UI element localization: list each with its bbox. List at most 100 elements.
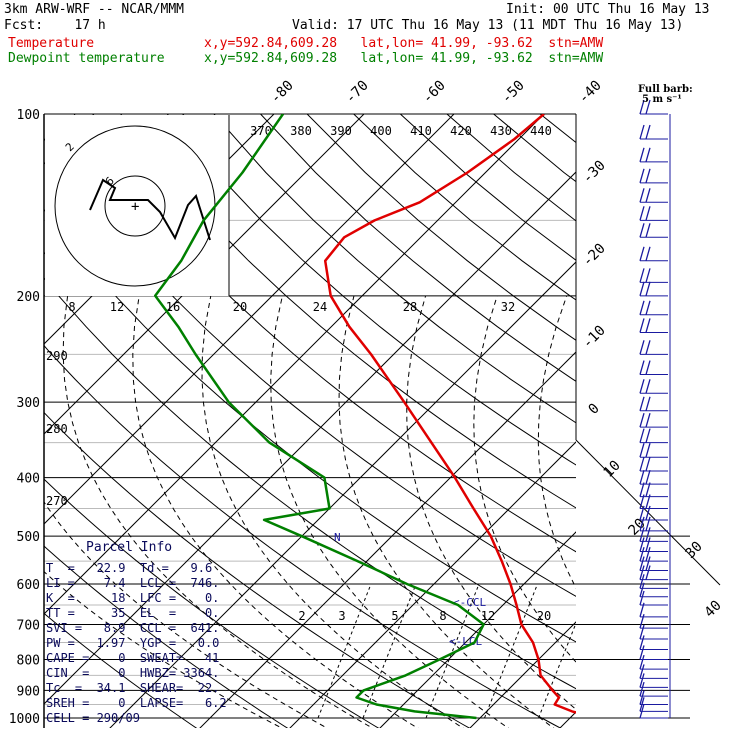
wind-barb — [639, 379, 668, 394]
dry-adiabat-line — [446, 114, 576, 222]
mixing-ratio-label: 2 — [298, 609, 305, 623]
dewpoint-curve — [153, 114, 485, 720]
wind-barb — [639, 624, 668, 640]
forecast-hour: Fcst: 17 h — [4, 18, 106, 33]
wind-barb-flag — [639, 456, 645, 472]
wind-barb — [639, 556, 668, 572]
wind-barb — [639, 527, 668, 542]
dry-adiabat-line — [44, 411, 471, 728]
dry-adiabat-label: 280 — [46, 422, 68, 436]
wind-barb-flag — [639, 124, 645, 140]
mixing-ratio-line — [538, 621, 576, 719]
wind-barb — [639, 547, 668, 562]
wind-barb — [639, 590, 668, 606]
wind-barb-flag — [639, 443, 645, 458]
theta-label: 390 — [330, 124, 352, 138]
isotherm-line — [44, 114, 545, 615]
pressure-tick-label: 900 — [17, 684, 40, 699]
wind-barb — [639, 645, 668, 660]
isotherm-label: -70 — [343, 78, 372, 107]
wind-barb-flag — [645, 527, 651, 542]
init-time: Init: 00 UTC Thu 16 May 13 — [506, 2, 710, 17]
wind-barb — [639, 613, 668, 629]
valid-time: Valid: 17 UTC Thu 16 May 13 (11 MDT Thu … — [292, 18, 684, 33]
wind-barb-flag — [639, 703, 645, 719]
wind-barb-flag — [645, 494, 651, 509]
wind-barb — [639, 602, 668, 618]
isotherm-label: -50 — [499, 78, 528, 107]
temperature-legend-info: x,y=592.84,609.28 lat,lon= 41.99, -93.62… — [204, 36, 604, 51]
mixing-ratio-line — [362, 583, 417, 719]
mixing-ratio-label: 12 — [481, 609, 495, 623]
pressure-tick-label: 1000 — [9, 712, 40, 727]
wind-barb-flag — [645, 547, 651, 562]
mixing-ratio-label: 5 — [391, 609, 398, 623]
theta-label: 430 — [490, 124, 512, 138]
isotherm-label: 30 — [683, 539, 706, 562]
parcel-row-t: T = 22.9 Td = 9.6 — [46, 561, 213, 575]
wind-barb — [639, 360, 668, 376]
pressure-tick-label: 500 — [17, 530, 40, 545]
isotherm-line — [199, 351, 576, 728]
wind-barb-flag — [639, 654, 645, 670]
hodo-speed-label: 24 — [313, 300, 327, 314]
moist-adiabat-line — [44, 501, 329, 728]
wind-barb-flag — [639, 482, 645, 497]
moist-adiabat-line — [132, 295, 419, 728]
wind-barb-flag — [639, 379, 645, 394]
wind-barb — [639, 469, 668, 485]
theta-label: 380 — [290, 124, 312, 138]
wind-barb — [639, 664, 668, 679]
wind-barb-flag — [639, 574, 645, 589]
wind-barb-flag — [639, 206, 645, 221]
wind-barb-flag — [645, 456, 651, 472]
wind-barb — [639, 537, 668, 552]
pressure-tick-label: 100 — [17, 108, 40, 123]
dry-adiabat-line — [213, 114, 576, 424]
wind-barb-flag — [639, 318, 645, 333]
wind-barb — [639, 223, 668, 238]
isotherm-line — [469, 621, 576, 728]
model-title: 3km ARW-WRF -- NCAR/MMM — [4, 2, 185, 17]
wind-barb-flag — [639, 188, 645, 203]
wind-barb-flag — [639, 664, 645, 679]
wind-barb-flag — [639, 360, 645, 375]
wind-barb-flag — [639, 223, 645, 238]
ccl-marker: <-CCL — [453, 596, 486, 609]
wind-barb — [639, 635, 668, 650]
wind-barb-flag — [639, 168, 645, 184]
dry-adiabat-line — [44, 208, 576, 643]
temperature-legend-label: Temperature — [8, 36, 95, 51]
parcel-row-tc: Tc = 34.1 SHEAR= 22. — [46, 681, 220, 695]
wind-barb-flag — [645, 268, 651, 283]
wind-barb — [639, 681, 668, 697]
dry-adiabat-line — [44, 344, 562, 728]
parcel-info-title: Parcel Info — [86, 540, 173, 555]
wind-barb-flag — [639, 602, 645, 618]
wind-barb — [639, 396, 668, 412]
wind-barb-flag — [639, 635, 645, 650]
parcel-row-sreh: SREH = 0 LAPSE= 6.2 — [46, 696, 227, 710]
wind-barb — [639, 206, 668, 221]
wind-barb-flag — [645, 505, 651, 521]
wind-barb — [639, 673, 668, 688]
isotherm-label: 0 — [586, 401, 603, 418]
dry-adiabat-line — [120, 114, 576, 509]
wind-barb — [639, 516, 668, 532]
mixing-ratio-label: 20 — [537, 609, 551, 623]
wind-barb-flag — [639, 246, 645, 261]
wind-barb-flag — [639, 645, 645, 660]
temperature-curve — [323, 114, 576, 714]
wind-barb — [639, 413, 668, 428]
pressure-tick-label: 600 — [17, 578, 40, 593]
wind-barb-flag — [645, 99, 651, 115]
dry-adiabat-line — [306, 114, 576, 341]
dry-adiabat-line — [44, 137, 576, 597]
theta-label: 410 — [410, 124, 432, 138]
wind-barb — [639, 654, 668, 670]
wind-barb-flag — [645, 516, 651, 532]
wind-barb-flag — [639, 590, 645, 606]
parcel-row-tt: TT = 35 EL = 0. — [46, 606, 220, 620]
wind-barb — [639, 482, 668, 498]
